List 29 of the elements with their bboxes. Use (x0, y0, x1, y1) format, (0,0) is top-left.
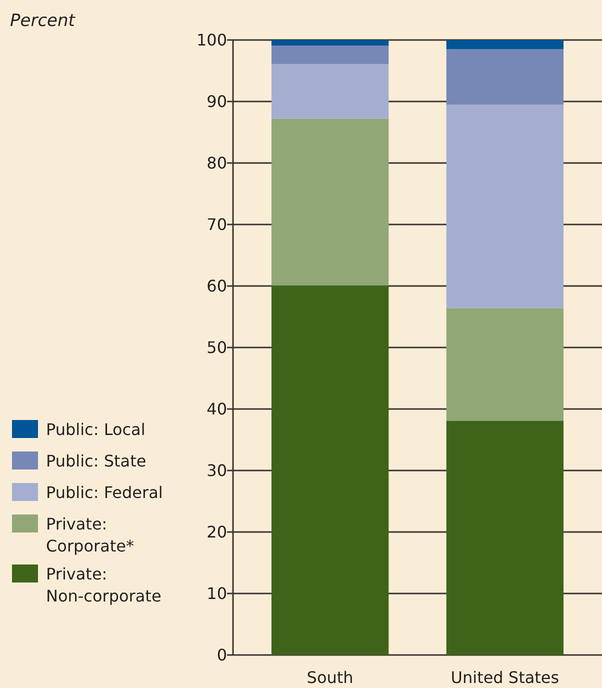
legend-label: Public: Federal (46, 483, 163, 502)
bar (271, 118, 389, 286)
bar (271, 64, 389, 119)
bar (446, 104, 564, 308)
bar (446, 420, 564, 655)
y-tick-label: 10 (206, 584, 227, 604)
bar (271, 40, 389, 46)
bar (271, 285, 389, 655)
y-tick-label: 30 (206, 461, 227, 480)
bar (446, 49, 564, 105)
text: Percent (10, 11, 76, 31)
y-tick-label: 70 (206, 215, 227, 234)
x-tick-label: United States (450, 668, 560, 687)
y-tick-label: 90 (206, 92, 227, 112)
y-tick-label: 60 (206, 276, 227, 296)
y-tick-label: 40 (206, 400, 227, 419)
y-tick-label: 80 (206, 154, 227, 173)
legend-label: Private: Corporate* (46, 514, 134, 556)
bar (271, 46, 389, 64)
y-tick-label: 0 (216, 646, 227, 665)
bar (446, 40, 564, 50)
y-tick-label: 100 (196, 30, 227, 50)
bar (446, 308, 564, 421)
y-tick-label: 50 (206, 338, 227, 358)
y-tick-label: 20 (206, 522, 227, 542)
x-tick-label: South (306, 668, 354, 687)
legend-label: Public: Local (46, 420, 146, 439)
legend-label: Private: Non-corporate (46, 564, 162, 606)
legend-label: Public: State (46, 452, 146, 470)
